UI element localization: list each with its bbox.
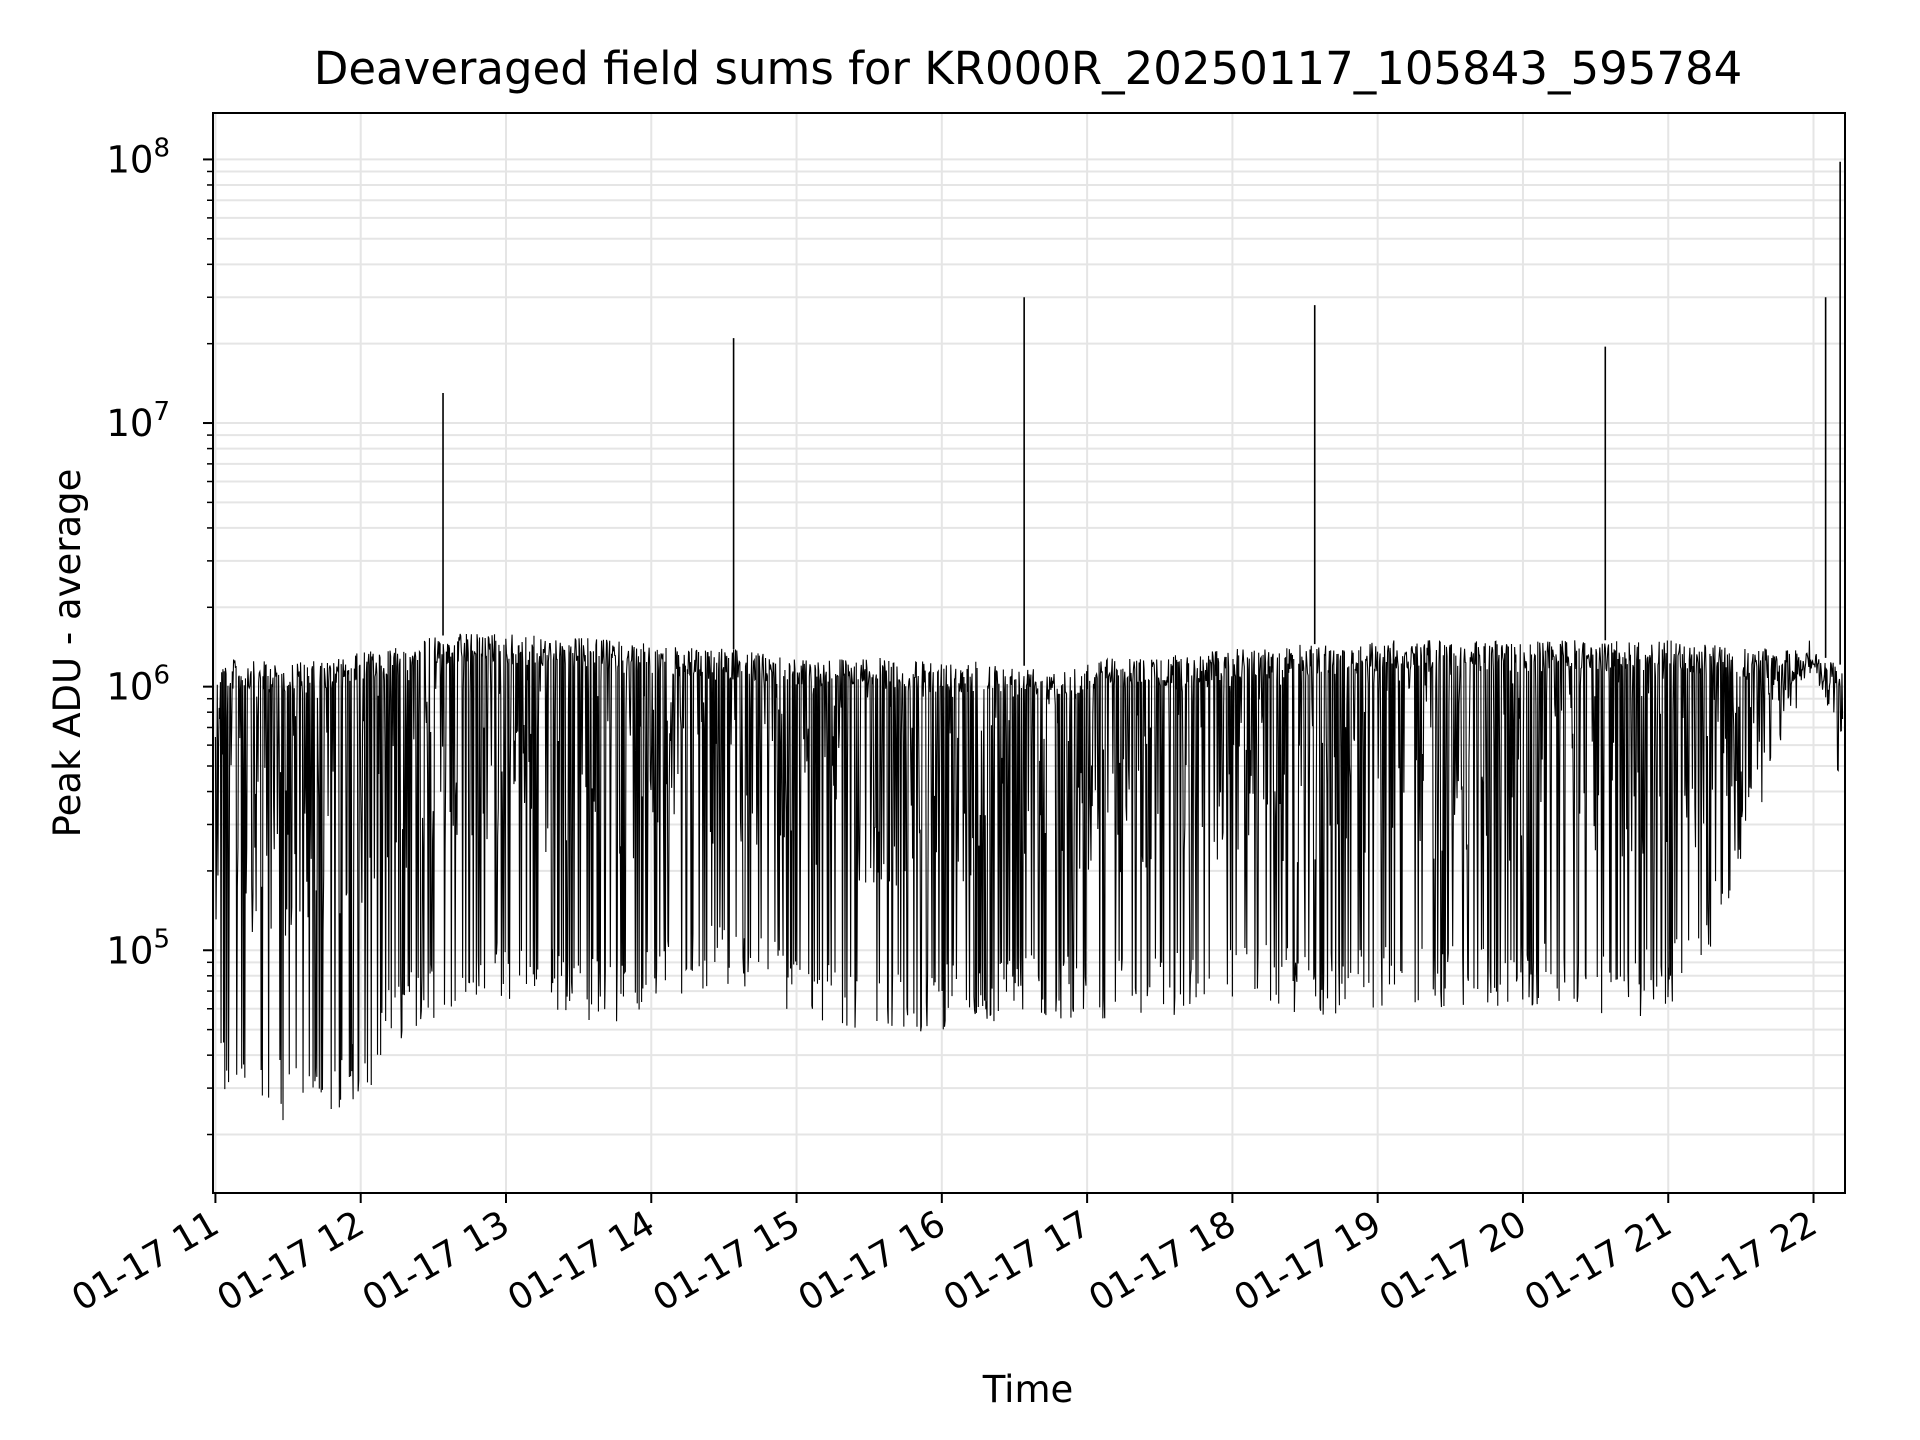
series-group: [214, 161, 1844, 1121]
series-line: [214, 633, 1844, 1121]
y-tick-label: 108: [106, 133, 170, 181]
plot-frame: [212, 112, 1846, 1194]
grid-lines: [213, 113, 1845, 1193]
chart-title: Deaveraged field sums for KR000R_2025011…: [314, 42, 1743, 95]
y-tick-label: 107: [106, 397, 170, 445]
x-axis-label: Time: [982, 1368, 1074, 1411]
y-axis-label: Peak ADU - average: [46, 469, 89, 838]
